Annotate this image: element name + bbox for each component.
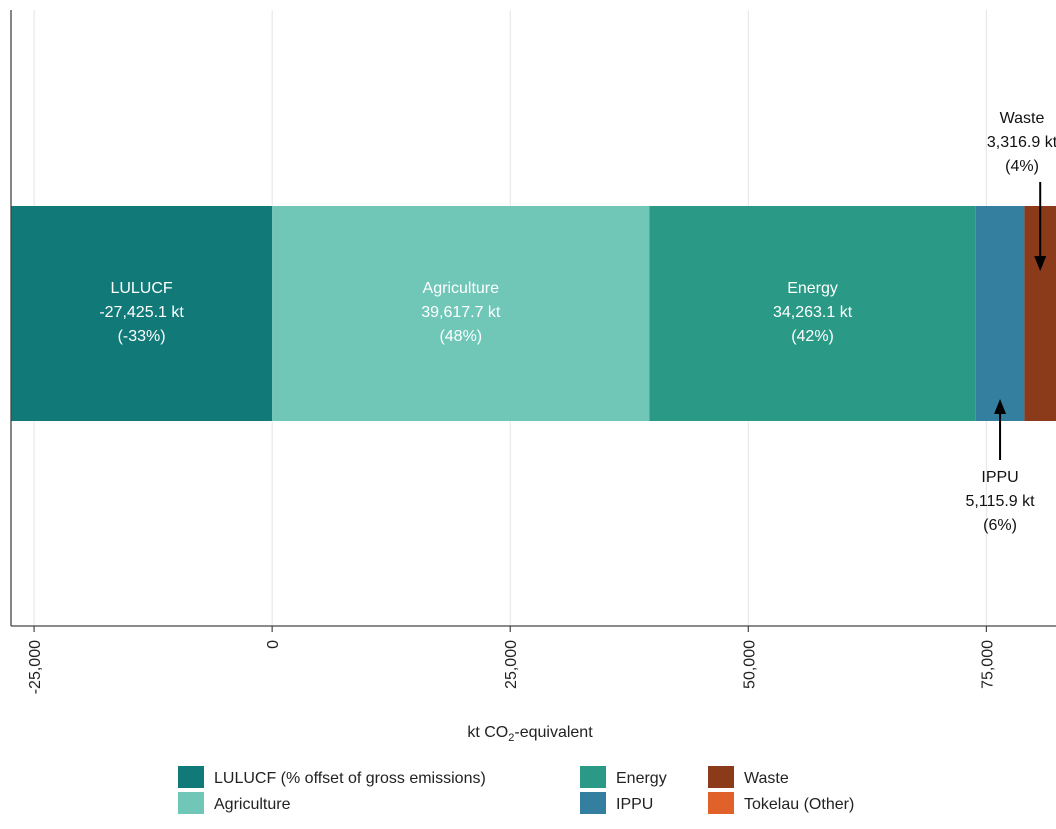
x-axis-ticks: -25,000 0 25,000 50,000 75,000	[27, 626, 996, 694]
legend-swatch	[580, 792, 606, 814]
legend-swatch	[708, 766, 734, 788]
bar-label-lulucf: LULUCF	[110, 280, 172, 297]
callout-label-ippu: 5,115.9 kt	[966, 493, 1036, 510]
bar-label-agriculture: Agriculture	[423, 280, 500, 297]
tick-label: 25,000	[503, 640, 520, 689]
x-axis-title: kt CO2-equivalent	[467, 724, 593, 744]
legend-item: Waste	[708, 766, 789, 788]
bar-label-energy: 34,263.1 kt	[773, 304, 853, 321]
bar-label-energy: (42%)	[791, 328, 834, 345]
legend-label: IPPU	[616, 796, 653, 813]
bar-segments	[11, 206, 1056, 421]
legend-label: Agriculture	[214, 796, 291, 813]
legend-swatch	[580, 766, 606, 788]
legend-item: Energy	[580, 766, 667, 788]
legend: LULUCF (% offset of gross emissions) Agri…	[178, 766, 854, 814]
legend-item: LULUCF (% offset of gross emissions)	[178, 766, 486, 788]
callout-label-waste: 3,316.9 kt	[987, 134, 1056, 151]
legend-swatch	[178, 792, 204, 814]
bar-label-lulucf: -27,425.1 kt	[99, 304, 184, 321]
legend-item: Tokelau (Other)	[708, 792, 854, 814]
callout-label-waste: (4%)	[1005, 158, 1039, 175]
callout-label-ippu: (6%)	[983, 517, 1017, 534]
bar-ippu	[975, 206, 1025, 421]
bar-label-agriculture: (48%)	[439, 328, 482, 345]
tick-label: 75,000	[979, 640, 996, 689]
legend-label: LULUCF (% offset of gross emissions)	[214, 770, 486, 787]
bar-energy	[649, 206, 976, 421]
segment-labels: LULUCF -27,425.1 kt (-33%) Agriculture 39,61…	[99, 280, 852, 345]
callout-label-waste: Waste	[1000, 110, 1045, 127]
legend-label: Tokelau (Other)	[744, 796, 854, 813]
tick-label: 50,000	[741, 640, 758, 689]
bar-label-energy: Energy	[787, 280, 838, 297]
legend-swatch	[708, 792, 734, 814]
legend-label: Waste	[744, 770, 789, 787]
legend-label: Energy	[616, 770, 667, 787]
callout-label-ippu: IPPU	[981, 469, 1018, 486]
tick-label: 0	[265, 640, 282, 649]
callout-arrowhead-ippu	[994, 399, 1007, 414]
bar-label-lulucf: (-33%)	[118, 328, 166, 345]
callout-arrowhead-waste	[1034, 256, 1047, 271]
bar-agriculture	[272, 206, 650, 421]
bar-lulucf	[11, 206, 273, 421]
legend-item: Agriculture	[178, 792, 291, 814]
tick-label: -25,000	[27, 640, 44, 694]
bar-label-agriculture: 39,617.7 kt	[421, 304, 501, 321]
legend-item: IPPU	[580, 792, 653, 814]
callout-labels: Waste 3,316.9 kt (4%) IPPU 5,115.9 kt (6%)	[966, 110, 1056, 534]
legend-swatch	[178, 766, 204, 788]
